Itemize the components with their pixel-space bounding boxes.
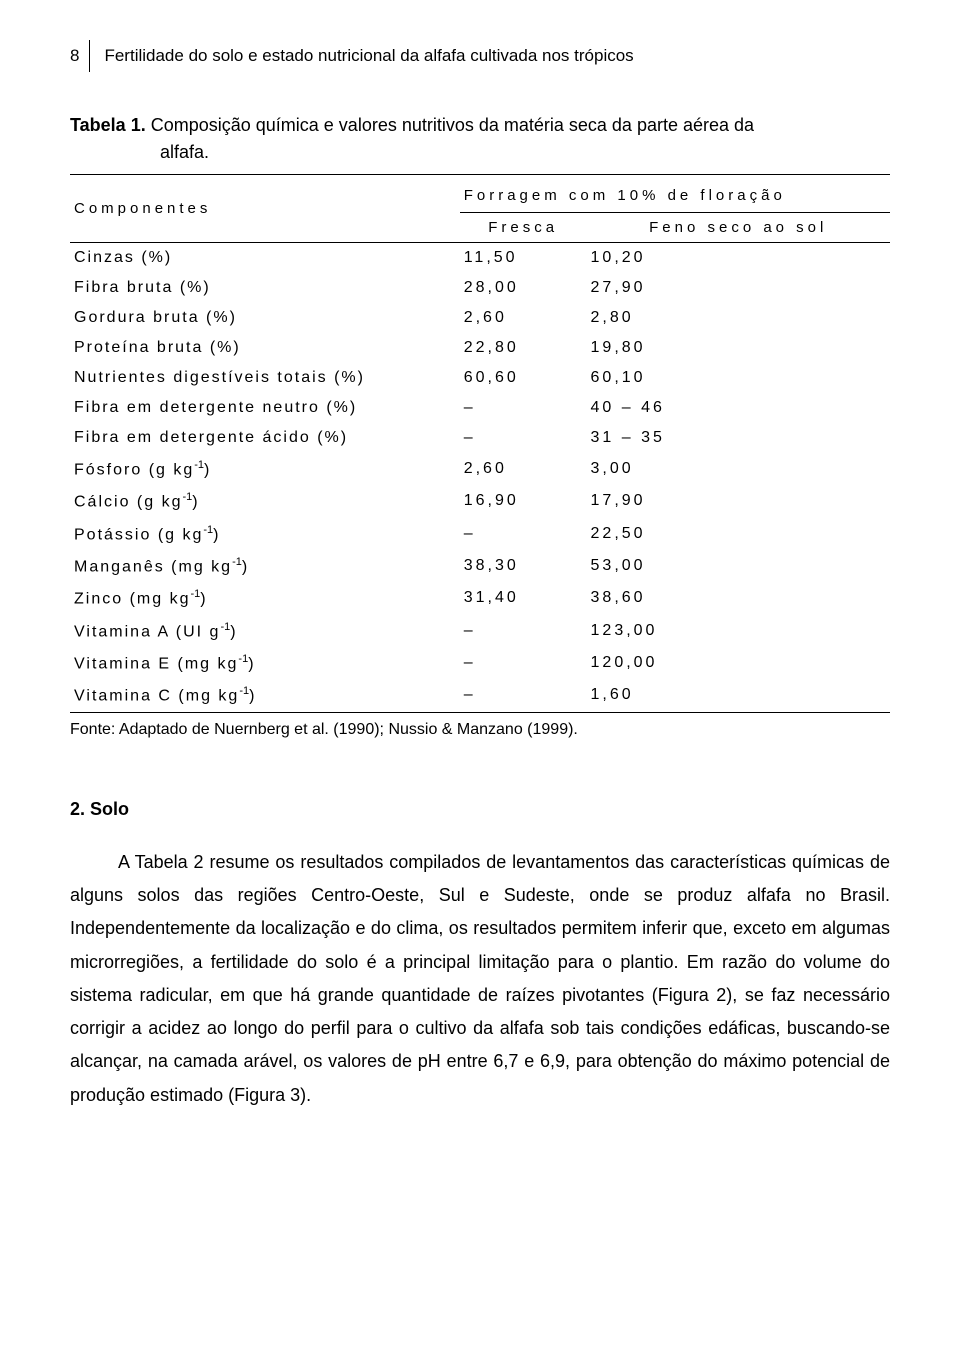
value-feno: 3,00 xyxy=(587,453,890,485)
value-feno: 123,00 xyxy=(587,615,890,647)
value-fresca: 16,90 xyxy=(460,485,587,517)
running-header: 8 Fertilidade do solo e estado nutricion… xyxy=(70,40,890,72)
row-label: Fósforo (g kg-1) xyxy=(70,453,460,485)
row-label: Fibra bruta (%) xyxy=(70,273,460,303)
section-title: 2. Solo xyxy=(70,799,890,820)
value-feno: 31 – 35 xyxy=(587,423,890,453)
value-feno: 40 – 46 xyxy=(587,393,890,423)
row-label: Nutrientes digestíveis totais (%) xyxy=(70,363,460,393)
value-fresca: 38,30 xyxy=(460,550,587,582)
value-fresca: 11,50 xyxy=(460,243,587,274)
value-feno: 10,20 xyxy=(587,243,890,274)
value-feno: 60,10 xyxy=(587,363,890,393)
table-row: Zinco (mg kg-1)31,4038,60 xyxy=(70,582,890,614)
value-fresca: 28,00 xyxy=(460,273,587,303)
table-row: Proteína bruta (%)22,8019,80 xyxy=(70,333,890,363)
value-feno: 27,90 xyxy=(587,273,890,303)
superscript: -1 xyxy=(220,621,230,633)
value-feno: 22,50 xyxy=(587,518,890,550)
table-row: Vitamina C (mg kg-1)–1,60 xyxy=(70,679,890,712)
value-fresca: 2,60 xyxy=(460,453,587,485)
row-label: Proteína bruta (%) xyxy=(70,333,460,363)
value-fresca: – xyxy=(460,518,587,550)
superscript: -1 xyxy=(238,653,248,665)
composition-table: Componentes Forragem com 10% de floração… xyxy=(70,174,890,713)
value-fresca: – xyxy=(460,393,587,423)
row-label: Fibra em detergente neutro (%) xyxy=(70,393,460,423)
value-feno: 2,80 xyxy=(587,303,890,333)
col-header-components: Componentes xyxy=(70,175,460,243)
superscript: -1 xyxy=(190,588,200,600)
row-label: Vitamina C (mg kg-1) xyxy=(70,679,460,712)
table-row: Vitamina E (mg kg-1)–120,00 xyxy=(70,647,890,679)
row-label: Vitamina A (UI g-1) xyxy=(70,615,460,647)
value-feno: 120,00 xyxy=(587,647,890,679)
table-row: Fósforo (g kg-1)2,603,00 xyxy=(70,453,890,485)
row-label: Cálcio (g kg-1) xyxy=(70,485,460,517)
value-fresca: – xyxy=(460,615,587,647)
value-fresca: 2,60 xyxy=(460,303,587,333)
value-feno: 19,80 xyxy=(587,333,890,363)
table-row: Fibra em detergente neutro (%)–40 – 46 xyxy=(70,393,890,423)
row-label: Manganês (mg kg-1) xyxy=(70,550,460,582)
value-fresca: – xyxy=(460,423,587,453)
value-feno: 53,00 xyxy=(587,550,890,582)
superscript: -1 xyxy=(232,556,242,568)
row-label: Vitamina E (mg kg-1) xyxy=(70,647,460,679)
table-label: Tabela 1. xyxy=(70,115,146,135)
table-row: Cálcio (g kg-1)16,9017,90 xyxy=(70,485,890,517)
superscript: -1 xyxy=(194,459,204,471)
table-row: Nutrientes digestíveis totais (%)60,6060… xyxy=(70,363,890,393)
col-header-fresca: Fresca xyxy=(460,213,587,243)
superscript: -1 xyxy=(239,685,249,697)
table-row: Gordura bruta (%)2,602,80 xyxy=(70,303,890,333)
value-fresca: – xyxy=(460,647,587,679)
value-fresca: – xyxy=(460,679,587,712)
table-row: Fibra bruta (%)28,0027,90 xyxy=(70,273,890,303)
value-feno: 38,60 xyxy=(587,582,890,614)
superscript: -1 xyxy=(182,491,192,503)
document-page: 8 Fertilidade do solo e estado nutricion… xyxy=(0,0,960,1170)
row-label: Potássio (g kg-1) xyxy=(70,518,460,550)
table-row: Potássio (g kg-1)–22,50 xyxy=(70,518,890,550)
col-header-span: Forragem com 10% de floração xyxy=(460,175,890,213)
table-row: Fibra em detergente ácido (%)–31 – 35 xyxy=(70,423,890,453)
value-fresca: 22,80 xyxy=(460,333,587,363)
table-caption-line1: Composição química e valores nutritivos … xyxy=(151,115,754,135)
col-header-feno: Feno seco ao sol xyxy=(587,213,890,243)
table-row: Vitamina A (UI g-1)–123,00 xyxy=(70,615,890,647)
row-label: Gordura bruta (%) xyxy=(70,303,460,333)
page-number-box: 8 xyxy=(70,40,90,72)
body-paragraph: A Tabela 2 resume os resultados compilad… xyxy=(70,846,890,1112)
table-row: Manganês (mg kg-1)38,3053,00 xyxy=(70,550,890,582)
table-source: Fonte: Adaptado de Nuernberg et al. (199… xyxy=(70,721,890,739)
superscript: -1 xyxy=(203,524,213,536)
header-title: Fertilidade do solo e estado nutricional… xyxy=(104,46,633,66)
row-label: Fibra em detergente ácido (%) xyxy=(70,423,460,453)
table-caption: Tabela 1. Composição química e valores n… xyxy=(70,112,890,166)
row-label: Zinco (mg kg-1) xyxy=(70,582,460,614)
value-fresca: 60,60 xyxy=(460,363,587,393)
table-row: Cinzas (%)11,5010,20 xyxy=(70,243,890,274)
value-feno: 1,60 xyxy=(587,679,890,712)
value-fresca: 31,40 xyxy=(460,582,587,614)
page-number: 8 xyxy=(70,46,79,66)
value-feno: 17,90 xyxy=(587,485,890,517)
row-label: Cinzas (%) xyxy=(70,243,460,274)
table-caption-line2: alfafa. xyxy=(70,139,890,166)
